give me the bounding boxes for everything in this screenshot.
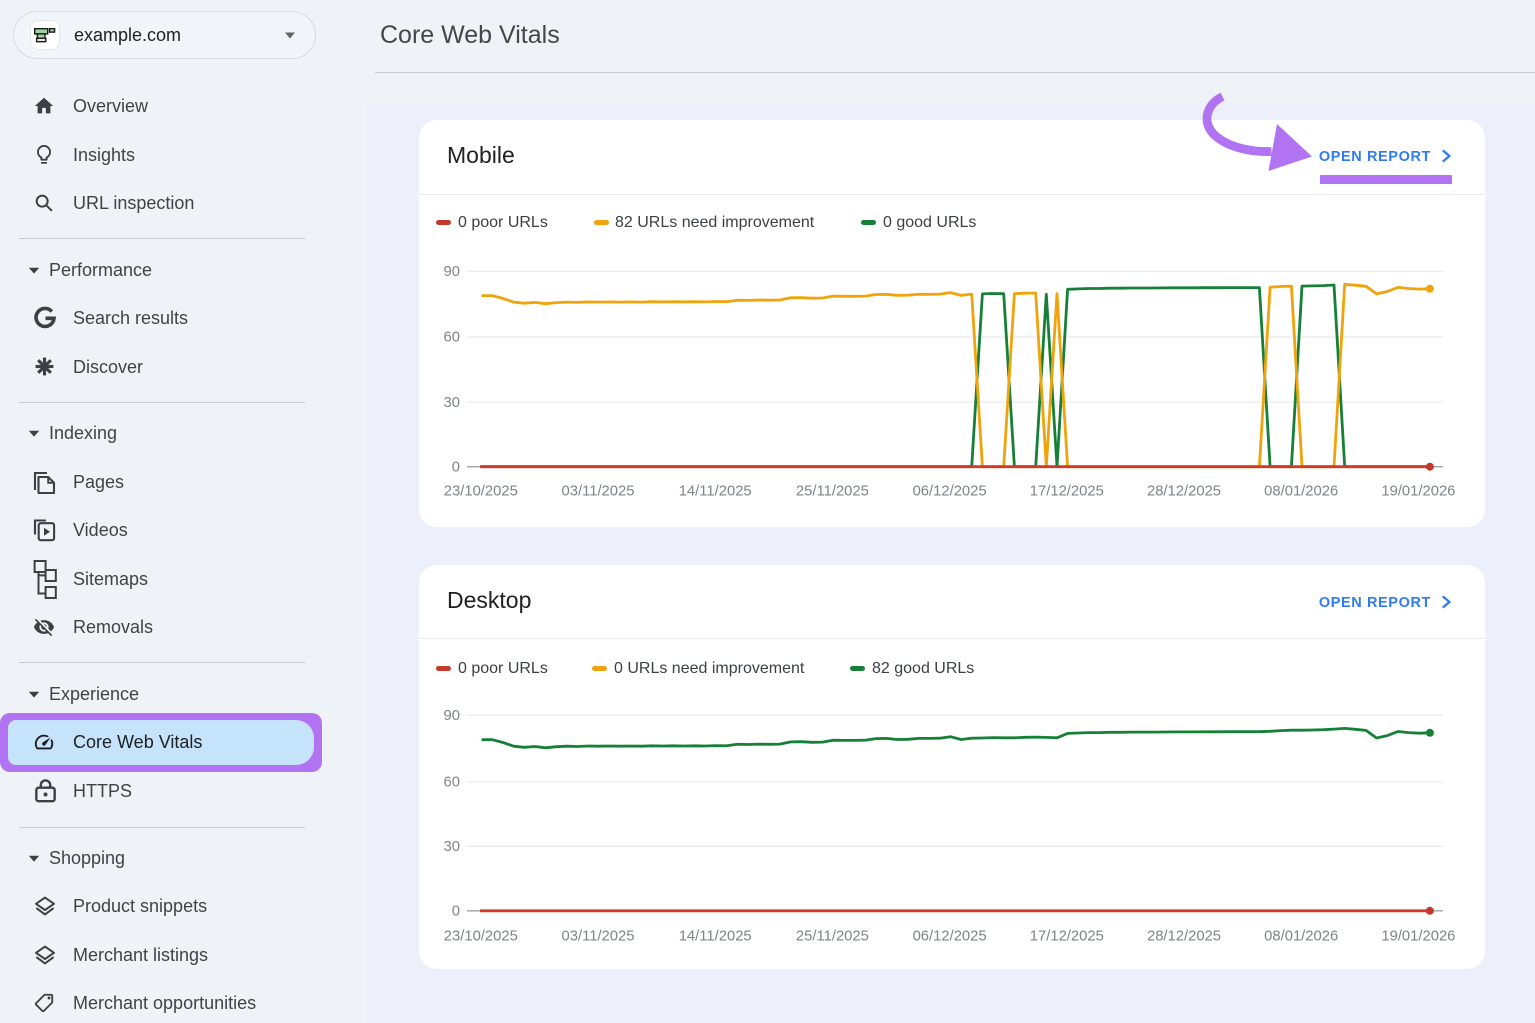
svg-text:25/11/2025: 25/11/2025	[796, 929, 869, 945]
svg-text:60: 60	[444, 775, 460, 791]
svg-text:23/10/2025: 23/10/2025	[444, 484, 518, 500]
svg-text:30: 30	[444, 395, 460, 411]
svg-text:14/11/2025: 14/11/2025	[679, 929, 752, 945]
svg-text:25/11/2025: 25/11/2025	[796, 484, 869, 500]
svg-text:60: 60	[444, 330, 460, 346]
svg-text:08/01/2026: 08/01/2026	[1264, 484, 1338, 500]
svg-text:23/10/2025: 23/10/2025	[444, 929, 518, 945]
svg-text:06/12/2025: 06/12/2025	[913, 929, 987, 945]
svg-text:19/01/2026: 19/01/2026	[1381, 929, 1455, 945]
svg-text:06/12/2025: 06/12/2025	[913, 484, 987, 500]
svg-text:08/01/2026: 08/01/2026	[1264, 929, 1338, 945]
svg-text:14/11/2025: 14/11/2025	[679, 484, 752, 500]
svg-text:03/11/2025: 03/11/2025	[562, 484, 635, 500]
svg-text:28/12/2025: 28/12/2025	[1147, 929, 1221, 945]
svg-text:03/11/2025: 03/11/2025	[562, 929, 635, 945]
svg-text:19/01/2026: 19/01/2026	[1381, 484, 1455, 500]
svg-text:90: 90	[444, 708, 460, 724]
svg-text:28/12/2025: 28/12/2025	[1147, 484, 1221, 500]
svg-text:30: 30	[444, 839, 460, 855]
svg-text:0: 0	[452, 904, 460, 920]
svg-text:90: 90	[444, 264, 460, 280]
svg-text:0: 0	[452, 459, 460, 475]
svg-text:17/12/2025: 17/12/2025	[1030, 484, 1104, 500]
svg-text:17/12/2025: 17/12/2025	[1030, 929, 1104, 945]
